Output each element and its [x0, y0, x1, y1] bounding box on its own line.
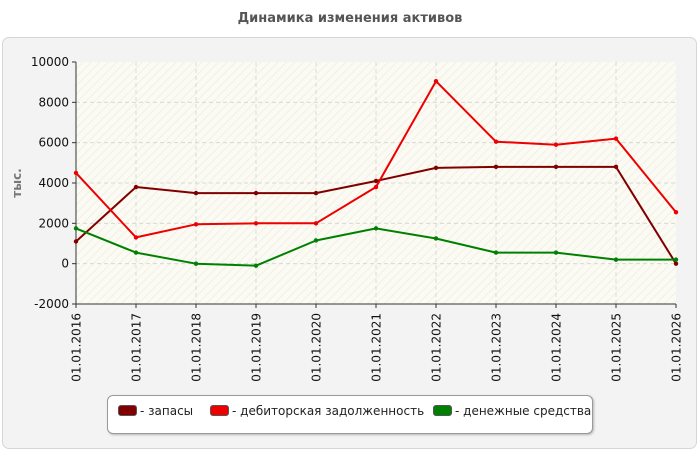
x-tick-label: 01.01.2018: [190, 313, 204, 382]
legend: - запасы - дебиторская задолженность - д…: [107, 395, 593, 434]
x-tick-label: 01.01.2025: [610, 313, 624, 382]
y-tick-label: 6000: [38, 136, 69, 150]
x-tick-label: 01.01.2022: [430, 313, 444, 382]
legend-item-zapasy: - запасы: [118, 404, 193, 418]
legend-label-zapasy: - запасы: [140, 404, 194, 418]
data-point: [373, 178, 379, 184]
y-tick-label: 10000: [31, 55, 69, 69]
legend-swatch-denezhnye: [433, 405, 452, 416]
x-axis-ticks: 01.01.2016 01.01.2017 01.01.2018 01.01.2019…: [70, 304, 684, 382]
data-point: [253, 221, 259, 226]
legend-swatch-debitorskaya: [210, 405, 229, 416]
data-point: [553, 250, 559, 255]
x-tick-label: 01.01.2023: [490, 313, 504, 382]
legend-label-debitorskaya: - дебиторская задолженность: [232, 404, 425, 418]
data-point: [193, 261, 199, 266]
data-point: [373, 226, 379, 231]
x-tick-label: 01.01.2020: [310, 313, 324, 382]
data-point: [373, 184, 379, 190]
data-point: [613, 136, 619, 141]
data-point: [73, 170, 79, 176]
data-point: [613, 164, 619, 170]
data-point: [553, 164, 559, 170]
y-axis-label: тыс.: [10, 168, 24, 197]
data-point: [493, 164, 499, 170]
y-tick-label: -2000: [34, 297, 69, 311]
data-point: [433, 78, 439, 84]
data-point: [133, 235, 139, 240]
data-point: [253, 263, 259, 268]
legend-swatch-zapasy: [118, 405, 137, 416]
series-lines: [73, 78, 679, 268]
data-point: [313, 190, 319, 196]
legend-label-denezhnye: - денежные средства: [455, 404, 592, 418]
data-point: [673, 261, 679, 266]
data-point: [313, 238, 319, 243]
legend-item-debitorskaya: - дебиторская задолженность: [210, 404, 424, 418]
data-point: [313, 221, 319, 226]
x-tick-label: 01.01.2019: [250, 313, 264, 382]
y-tick-label: 2000: [38, 216, 69, 230]
data-point: [493, 139, 499, 144]
x-tick-label: 01.01.2026: [670, 313, 684, 382]
data-point: [193, 222, 199, 227]
chart-title: Динамика изменения активов: [237, 11, 463, 26]
data-point: [253, 190, 259, 196]
y-tick-label: 8000: [38, 95, 69, 109]
data-point: [73, 226, 79, 231]
y-tick-label: 4000: [38, 176, 69, 190]
data-point: [133, 250, 139, 255]
data-point: [493, 250, 499, 255]
data-point: [613, 257, 619, 262]
data-point: [73, 239, 79, 244]
data-point: [553, 142, 559, 147]
data-point: [673, 257, 679, 262]
y-axis-ticks: -2000 0 2000 4000 6000 8000 10000: [31, 55, 76, 311]
data-point: [133, 184, 139, 190]
data-point: [433, 165, 439, 171]
legend-item-denezhnye: - денежные средства: [433, 404, 591, 418]
x-tick-label: 01.01.2017: [130, 313, 144, 382]
x-tick-label: 01.01.2016: [70, 313, 84, 382]
y-tick-label: 0: [61, 257, 69, 271]
data-point: [433, 236, 439, 241]
x-tick-label: 01.01.2021: [370, 313, 384, 382]
x-tick-label: 01.01.2024: [550, 313, 564, 382]
data-point: [193, 190, 199, 196]
data-point: [673, 210, 679, 215]
